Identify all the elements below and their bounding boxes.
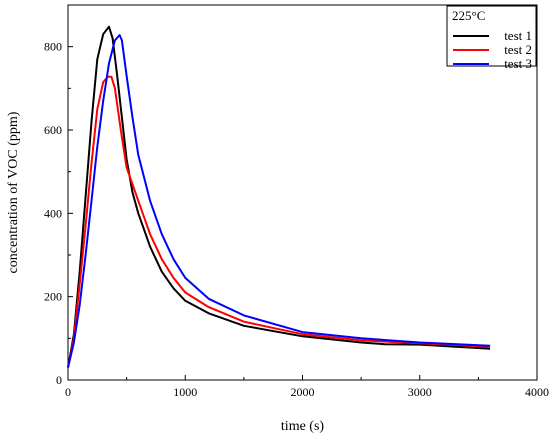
legend-title: 225°C	[452, 8, 485, 23]
legend-label-2: test 2	[504, 42, 532, 57]
series-line-3	[67, 34, 491, 368]
x-axis-label: time (s)	[281, 419, 324, 434]
x-tick-label: 2000	[291, 385, 315, 399]
x-tick-label: 3000	[408, 385, 432, 399]
tick-marks	[67, 46, 538, 381]
y-tick-label: 800	[44, 40, 62, 54]
x-tick-label: 1000	[173, 385, 197, 399]
x-tick-label: 0	[65, 385, 71, 399]
data-series	[67, 25, 491, 368]
y-tick-label: 400	[44, 206, 62, 220]
series-line-1	[67, 25, 491, 368]
legend-label-3: test 3	[504, 56, 532, 71]
legend-label-1: test 1	[504, 28, 532, 43]
x-tick-label: 4000	[525, 385, 549, 399]
y-tick-label: 600	[44, 123, 62, 137]
series-line-2	[67, 75, 491, 368]
y-axis-label: concentration of VOC (ppm)	[6, 111, 21, 273]
tick-labels: 0 1000 2000 3000 4000 0 200 400 600 800	[44, 40, 549, 399]
y-tick-label: 0	[56, 373, 62, 387]
y-tick-label: 200	[44, 290, 62, 304]
